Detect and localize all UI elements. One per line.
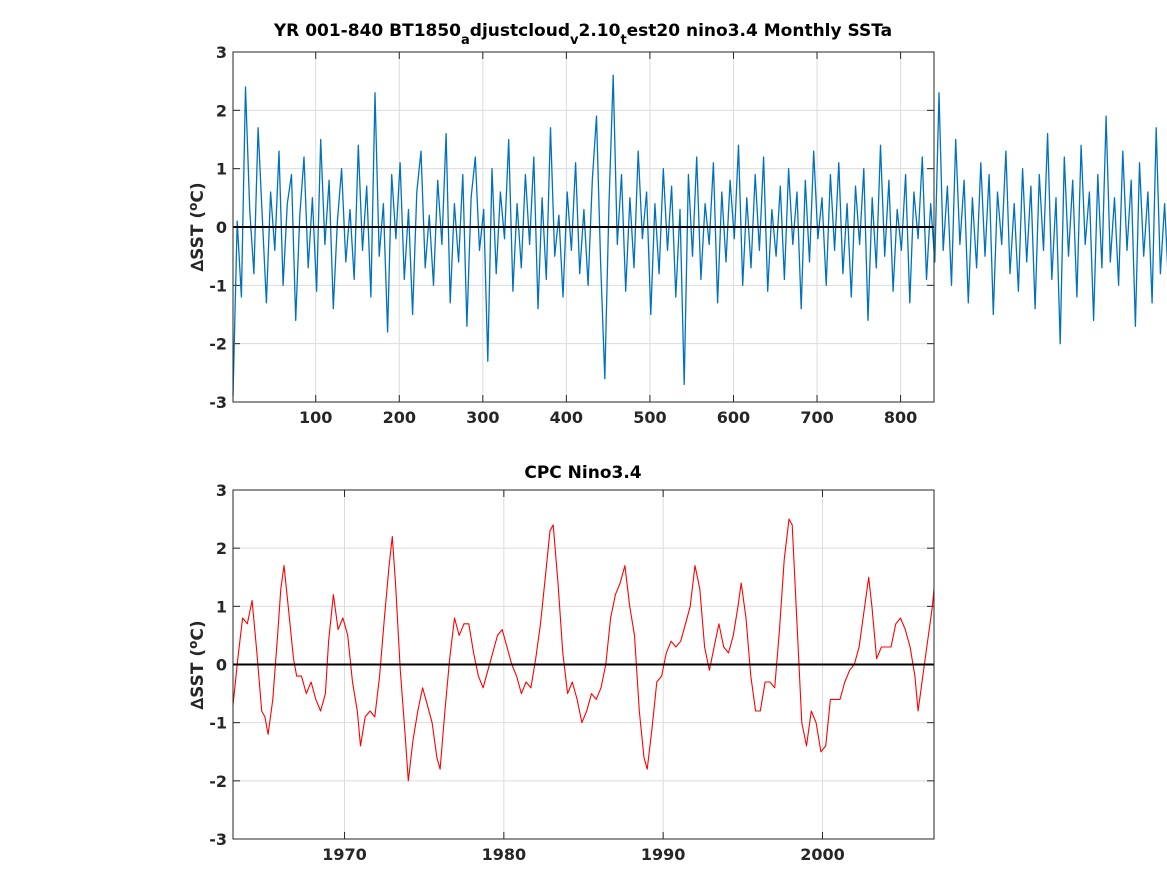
y-tick-label: -1 [209,276,227,295]
x-tick-label: 800 [884,408,917,427]
x-tick-label: 500 [633,408,666,427]
x-tick-label: 1980 [482,845,527,864]
y-tick-label: 3 [216,43,227,62]
y-tick-label: -1 [209,714,227,733]
y-tick-label: 2 [216,539,227,558]
y-tick-label: -2 [209,772,227,791]
plot-area [232,51,935,403]
x-tick-label: 300 [466,408,499,427]
y-tick-labels: -3 -2 -1 0 1 2 3 [209,43,227,412]
x-tick-label: 700 [800,408,833,427]
chart-cpc-nino34: CPC Nino3.4 1970 1980 1990 2000 -3-2-10123 … [186,463,935,864]
chart-title: CPC Nino3.4 [524,463,641,483]
x-tick-label: 600 [717,408,750,427]
y-tick-label: 0 [216,656,227,675]
x-tick-label: 2000 [800,845,845,864]
y-tick-labels: -3 -2 -1 0 1 2 3 [209,481,227,849]
y-tick-label: 3 [216,481,227,500]
y-axis-label: ∆SST (oC) [186,620,208,709]
y-tick-label: 2 [216,101,227,120]
y-tick-label: 0 [216,218,227,237]
series-layer [232,518,935,782]
x-tick-label: 1970 [322,845,367,864]
chart-model-nino34: YR 001-840 BT1850adjustcloudv2.10test20 … [186,21,1167,427]
chart-title: YR 001-840 BT1850adjustcloudv2.10test20 … [273,21,892,48]
y-axis-label: ∆SST (oC) [186,182,208,271]
y-tick-label: 1 [216,160,227,179]
y-tick-label: -3 [209,830,227,849]
y-tick-label: -2 [209,335,227,354]
x-tick-label: 200 [383,408,416,427]
y-tick-label: -3 [209,393,227,412]
x-tick-labels: 100 200 300 400 500 600 700 800 [299,408,917,427]
series-line [232,74,1167,397]
x-tick-label: 100 [299,408,332,427]
series-line [232,518,935,782]
x-tick-labels: 1970 1980 1990 2000 [322,845,844,864]
x-tick-label: 1990 [641,845,686,864]
plot-area [232,489,935,840]
series-layer [232,74,1167,397]
x-tick-label: 400 [550,408,583,427]
y-tick-label: 1 [216,597,227,616]
